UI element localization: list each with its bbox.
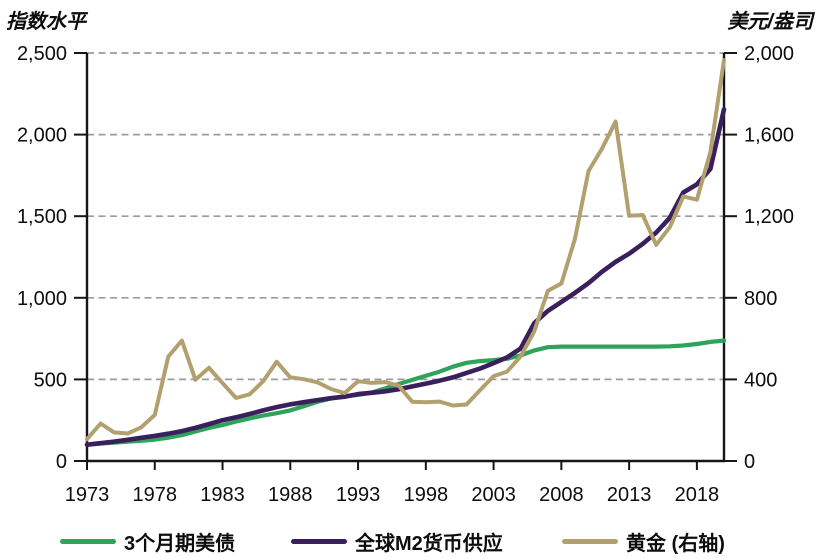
left-axis-title: 指数水平 bbox=[6, 11, 86, 33]
legend-label-treasury: 3个月期美债 bbox=[124, 532, 236, 555]
x-axis-tick-label: 1973 bbox=[65, 484, 110, 506]
legend-swatch-m2 bbox=[291, 538, 347, 544]
right-axis-tick-label: 1,200 bbox=[744, 206, 794, 228]
right-axis-tick-label: 800 bbox=[744, 288, 777, 310]
legend-swatch-treasury bbox=[60, 538, 116, 544]
legend-item-treasury: 3个月期美债 bbox=[60, 526, 235, 556]
left-axis-tick-label: 2,000 bbox=[17, 125, 67, 147]
x-axis-tick-label: 1978 bbox=[133, 484, 178, 506]
right-axis-tick-label: 0 bbox=[744, 451, 755, 473]
series-line-treasury-3m bbox=[84, 338, 727, 447]
legend-swatch-gold bbox=[562, 538, 618, 544]
x-axis-tick-label: 2018 bbox=[675, 484, 720, 506]
x-axis-tick-label: 1988 bbox=[268, 484, 313, 506]
legend-item-m2: 全球M2货币供应 bbox=[291, 526, 503, 556]
right-axis-tick-label: 400 bbox=[744, 369, 777, 391]
series-line-global-m2 bbox=[84, 107, 727, 448]
right-axis-title: 美元/盎司 bbox=[727, 11, 813, 33]
left-axis-tick-label: 0 bbox=[56, 451, 67, 473]
legend-label-gold: 黄金 (右轴) bbox=[626, 532, 725, 555]
right-axis-tick-label: 2,000 bbox=[744, 43, 794, 65]
legend-label-m2: 全球M2货币供应 bbox=[355, 532, 503, 555]
x-axis-tick-label: 1998 bbox=[404, 484, 449, 506]
left-axis-tick-label: 1,500 bbox=[17, 206, 67, 228]
left-axis-tick-label: 2,500 bbox=[17, 43, 67, 65]
x-axis-tick-label: 1993 bbox=[336, 484, 381, 506]
x-axis-tick-label: 1983 bbox=[200, 484, 245, 506]
legend-item-gold: 黄金 (右轴) bbox=[562, 526, 725, 556]
right-axis-tick-label: 1,600 bbox=[744, 125, 794, 147]
x-axis-tick-label: 2013 bbox=[607, 484, 652, 506]
left-axis-tick-label: 500 bbox=[34, 369, 67, 391]
x-axis-tick-label: 2003 bbox=[471, 484, 516, 506]
series-line-gold bbox=[85, 58, 726, 442]
x-axis-tick-label: 2008 bbox=[539, 484, 584, 506]
left-axis-tick-label: 1,000 bbox=[17, 288, 67, 310]
